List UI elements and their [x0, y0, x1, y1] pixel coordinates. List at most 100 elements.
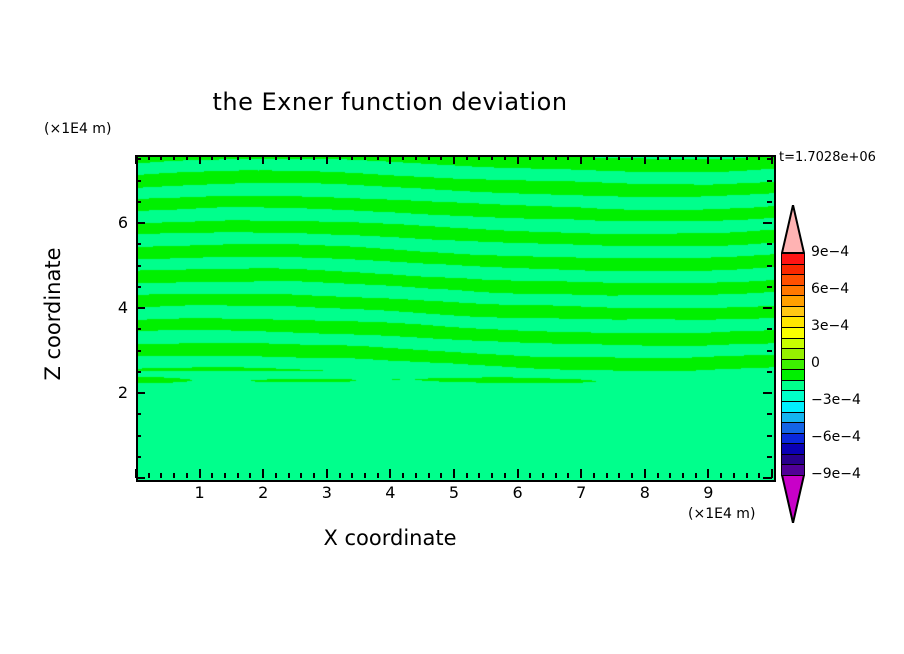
x-tick-top [555, 155, 557, 160]
x-tick [351, 473, 353, 478]
y-tick-right [763, 222, 772, 224]
x-tick [313, 473, 315, 478]
x-tick [517, 469, 519, 478]
x-tick-top [491, 155, 493, 160]
y-tick-label: 4 [117, 298, 128, 317]
y-tick-right [767, 435, 772, 437]
x-tick [160, 473, 162, 478]
x-axis-label: X coordinate [323, 526, 457, 550]
y-tick [136, 435, 141, 437]
x-tick-top [173, 155, 175, 160]
x-tick-label: 8 [639, 483, 650, 502]
x-tick-top [364, 155, 366, 160]
colorbar [780, 204, 806, 524]
y-tick-right [767, 201, 772, 203]
x-tick [529, 473, 531, 478]
x-tick-top [453, 155, 455, 164]
x-tick-top [580, 155, 582, 164]
y-tick-label: 6 [117, 213, 128, 232]
x-tick-top [746, 155, 748, 160]
x-tick-top [389, 155, 391, 164]
x-tick [631, 473, 633, 478]
x-tick-label: 1 [194, 483, 205, 502]
x-tick-top [733, 155, 735, 160]
x-tick-top [682, 155, 684, 160]
x-tick [148, 473, 150, 478]
y-tick [136, 350, 141, 352]
x-tick [733, 473, 735, 478]
colorbar-tick-label: 0 [811, 355, 820, 371]
y-tick-right [767, 371, 772, 373]
y-tick [136, 371, 141, 373]
x-tick-label: 4 [385, 483, 396, 502]
x-tick [262, 469, 264, 478]
x-tick-label: 2 [258, 483, 269, 502]
x-tick-top [249, 155, 251, 160]
x-axis-unit-label: (×1E4 m) [688, 506, 756, 522]
y-tick [136, 201, 141, 203]
x-tick-top [211, 155, 213, 160]
x-tick-top [758, 155, 760, 160]
colorbar-over-cap [780, 204, 806, 254]
x-tick [199, 469, 201, 478]
x-tick [567, 473, 569, 478]
y-tick [136, 180, 141, 182]
x-tick [618, 473, 620, 478]
x-tick [593, 473, 595, 478]
x-tick-top [478, 155, 480, 160]
x-tick-top [186, 155, 188, 160]
x-tick-top [720, 155, 722, 160]
x-tick [453, 469, 455, 478]
x-tick-top [644, 155, 646, 164]
x-tick-top [326, 155, 328, 164]
x-tick-top [275, 155, 277, 160]
y-tick-right [763, 307, 772, 309]
x-tick [707, 469, 709, 478]
x-tick-top [237, 155, 239, 160]
y-axis-label: Z coordinate [41, 247, 65, 381]
x-tick-top [402, 155, 404, 160]
colorbar-tick-label: −6e−4 [811, 429, 861, 445]
x-tick [135, 469, 137, 478]
x-tick-top [440, 155, 442, 160]
x-tick-top [504, 155, 506, 160]
x-tick-top [707, 155, 709, 164]
x-tick [288, 473, 290, 478]
x-tick-top [618, 155, 620, 160]
y-tick-right [767, 180, 772, 182]
x-tick [580, 469, 582, 478]
x-tick [695, 473, 697, 478]
y-tick-right [767, 456, 772, 458]
x-tick [758, 473, 760, 478]
x-tick-top [657, 155, 659, 160]
x-tick [389, 469, 391, 478]
x-tick-top [466, 155, 468, 160]
x-tick [173, 473, 175, 478]
x-tick-top [669, 155, 671, 160]
y-tick [136, 307, 145, 309]
x-tick-label: 5 [448, 483, 460, 502]
colorbar-tick-label: 9e−4 [811, 244, 850, 260]
x-tick-label: 6 [512, 483, 523, 502]
x-tick-top [339, 155, 341, 160]
contour-field [138, 157, 774, 480]
x-tick [491, 473, 493, 478]
x-tick [440, 473, 442, 478]
x-tick-top [148, 155, 150, 160]
x-tick [606, 473, 608, 478]
x-tick [275, 473, 277, 478]
x-tick-top [606, 155, 608, 160]
x-tick-top [529, 155, 531, 160]
y-tick [136, 477, 145, 479]
page-title: the Exner function deviation [212, 88, 568, 116]
x-tick [428, 473, 430, 478]
x-tick-label: 3 [321, 483, 332, 502]
x-tick-top [224, 155, 226, 160]
x-tick [555, 473, 557, 478]
x-tick [211, 473, 213, 478]
x-tick [402, 473, 404, 478]
contour-plot-area [136, 155, 776, 482]
x-tick [771, 469, 773, 478]
x-tick [720, 473, 722, 478]
y-tick-right [767, 328, 772, 330]
